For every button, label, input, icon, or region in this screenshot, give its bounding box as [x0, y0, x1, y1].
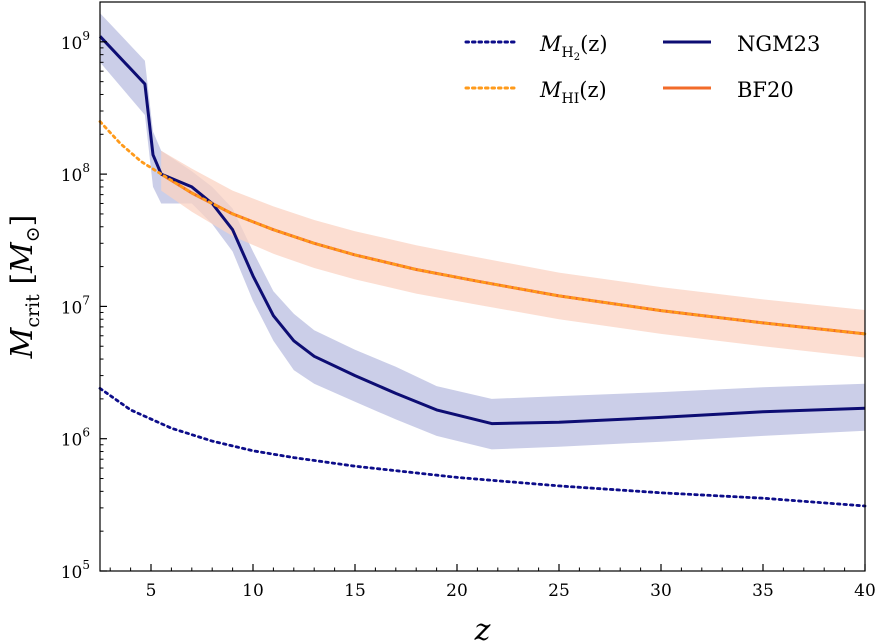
y-axis-title-sub: crit	[22, 294, 44, 328]
legend: MH2(z) MHI(z) NGM23 BF20	[466, 32, 820, 107]
y-tick-label: 105	[61, 558, 90, 583]
x-axis-title: z	[474, 613, 491, 643]
y-tick-label: 108	[61, 161, 90, 186]
x-tick-label: 30	[650, 581, 672, 601]
y-tick-label: 107	[61, 293, 90, 318]
legend-label-h2: MH2(z)	[539, 32, 608, 63]
y-axis-title: Mcrit [M⊙]	[5, 215, 44, 360]
x-tick-label: 10	[242, 581, 264, 601]
x-tick-label: 15	[344, 581, 366, 601]
y-tick-label: 109	[61, 29, 90, 54]
y-axis-title-unit: M	[5, 241, 40, 274]
x-tick-label: 20	[446, 581, 468, 601]
x-axis-ticks: 5 10 15 20 25 30 35 40	[110, 564, 876, 601]
y-axis-title-main: M	[5, 326, 40, 359]
chart: 5 10 15 20 25 30 35 40 105 106 107 108 109 z Mcrit …	[0, 0, 877, 643]
legend-label-hi: MHI(z)	[539, 78, 607, 107]
y-tick-label: 106	[61, 426, 90, 451]
y-axis-title-unit-sub: ⊙	[22, 226, 44, 242]
x-tick-label: 5	[146, 581, 157, 601]
y-axis-title-open: [	[5, 273, 40, 294]
legend-label-bf20: BF20	[737, 78, 794, 102]
x-tick-label: 40	[854, 581, 876, 601]
x-tick-label: 35	[752, 581, 774, 601]
legend-label-ngm23: NGM23	[737, 32, 820, 56]
y-axis-title-close: ]	[5, 215, 40, 227]
x-tick-label: 25	[548, 581, 570, 601]
